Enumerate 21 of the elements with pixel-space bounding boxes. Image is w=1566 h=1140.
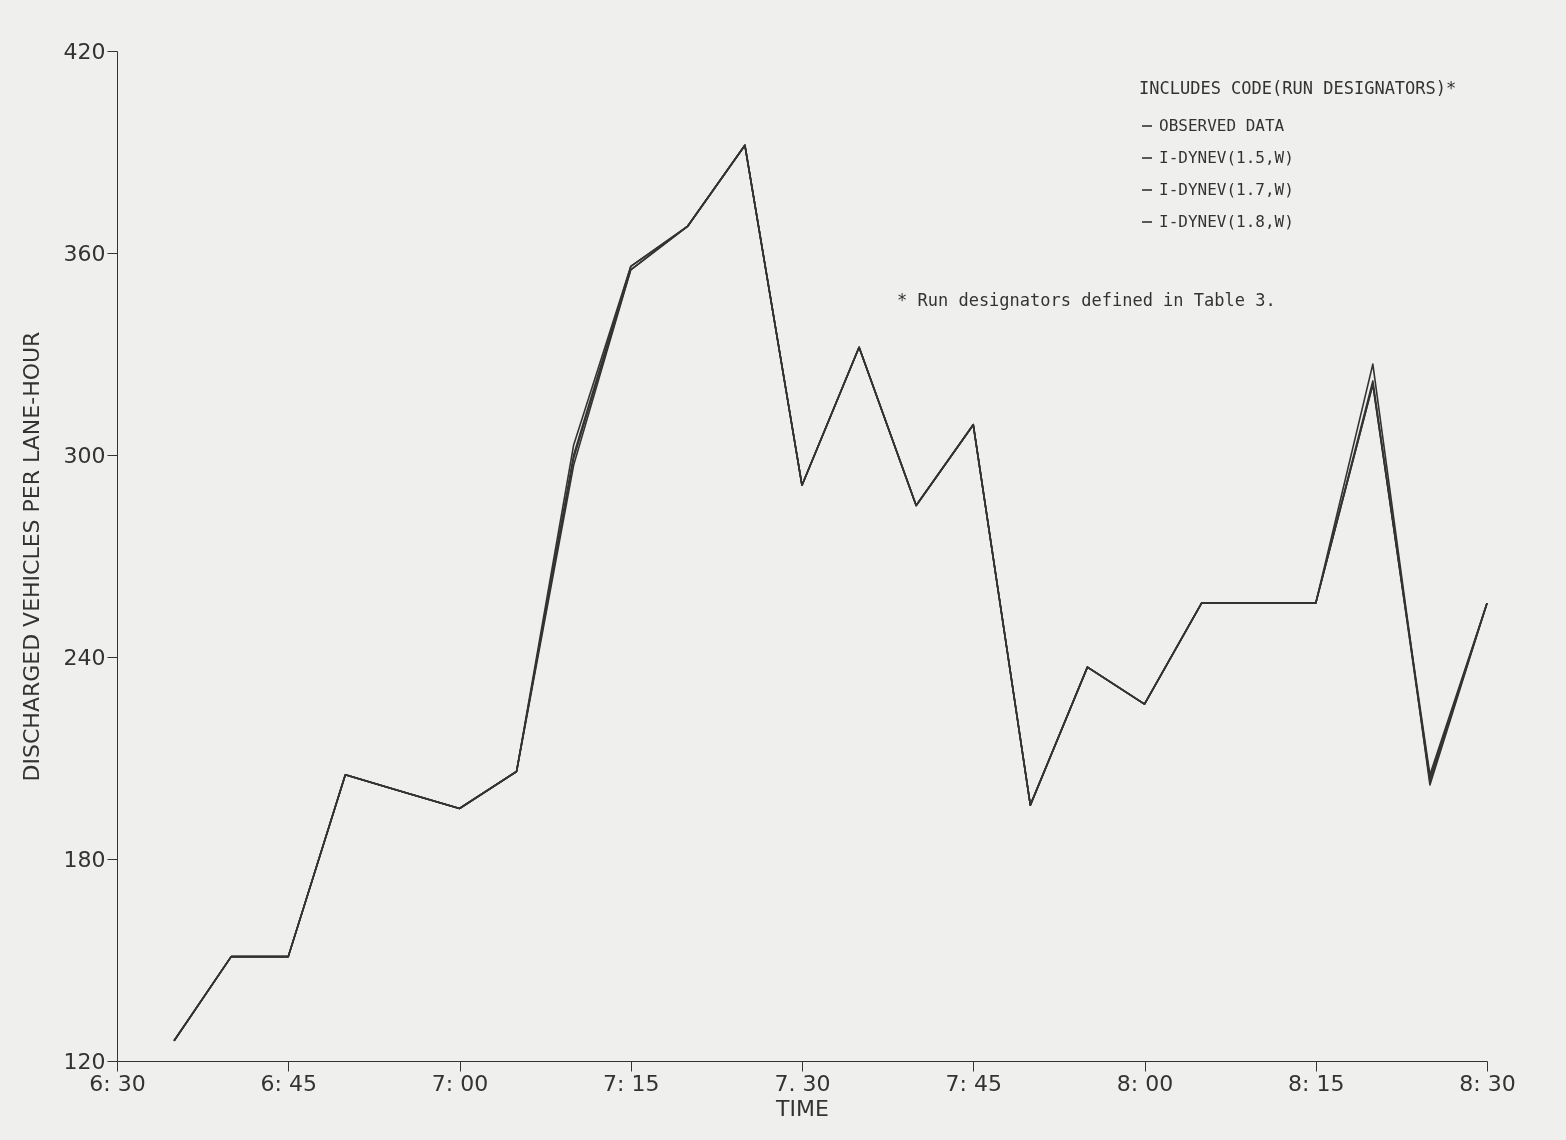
x-axis-title: TIME xyxy=(775,1095,829,1121)
legend-label: I-DYNEV(1.8,W) xyxy=(1159,212,1294,231)
legend-label: I-DYNEV(1.5,W) xyxy=(1159,148,1294,167)
x-tick-label: 7. 30 xyxy=(774,1070,831,1096)
y-axis-title: DISCHARGED VEHICLES PER LANE-HOUR xyxy=(18,331,44,782)
x-tick-label: 7: 00 xyxy=(431,1070,489,1096)
x-tick-label: 6: 45 xyxy=(260,1070,317,1096)
x-tick-label: 7: 15 xyxy=(603,1070,660,1096)
x-tick-label: 7: 45 xyxy=(945,1070,1002,1096)
y-tick-label: 360 xyxy=(63,240,106,266)
legend-title: INCLUDES CODE(RUN DESIGNATORS)* xyxy=(1139,78,1457,98)
y-tick-label: 180 xyxy=(63,846,106,872)
legend-label: I-DYNEV(1.7,W) xyxy=(1159,180,1294,199)
annotation: * Run designators defined in Table 3. xyxy=(897,290,1276,310)
x-tick-label: 8: 00 xyxy=(1116,1070,1174,1096)
x-tick-label: 8: 15 xyxy=(1288,1070,1345,1096)
y-tick-label: 300 xyxy=(63,442,106,468)
legend-label: OBSERVED DATA xyxy=(1159,116,1285,135)
y-tick-label: 420 xyxy=(63,38,106,64)
y-tick-label: 240 xyxy=(63,644,106,670)
x-tick-label: 8: 30 xyxy=(1459,1070,1516,1096)
